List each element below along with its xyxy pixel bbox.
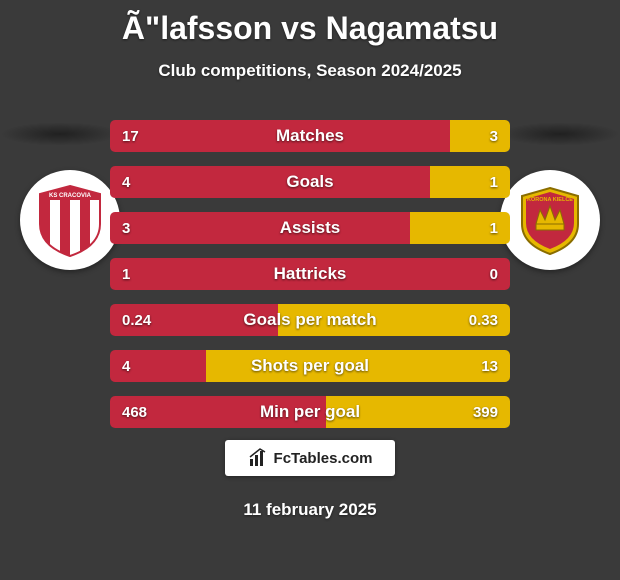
- stat-bar-left: [110, 120, 450, 152]
- stat-row: Min per goal468399: [110, 396, 510, 428]
- cracovia-crest-icon: KS CRACOVIA: [30, 180, 110, 260]
- shadow-oval-right: [500, 122, 620, 146]
- stat-bar-left: [110, 396, 326, 428]
- stat-row: Assists31: [110, 212, 510, 244]
- stat-bar-right: [430, 166, 510, 198]
- stat-bar-left: [110, 350, 206, 382]
- stat-bar-left: [110, 212, 410, 244]
- date-label: 11 february 2025: [0, 500, 620, 520]
- badge-text: FcTables.com: [274, 450, 373, 467]
- chart-icon: [248, 448, 268, 468]
- page-title: Ã"lafsson vs Nagamatsu: [0, 0, 620, 47]
- korona-crest-icon: KORONA KIELCE: [510, 180, 590, 260]
- fctables-badge[interactable]: FcTables.com: [225, 440, 395, 476]
- stat-row: Hattricks10: [110, 258, 510, 290]
- crest-left: KS CRACOVIA: [20, 170, 120, 270]
- subtitle: Club competitions, Season 2024/2025: [0, 61, 620, 81]
- stat-bar-right: [410, 212, 510, 244]
- stat-bar-left: [110, 166, 430, 198]
- stat-bar-right: [206, 350, 510, 382]
- stat-row: Goals per match0.240.33: [110, 304, 510, 336]
- stat-bars-container: Matches173 Goals41 Assists31 Hattricks10 Goa…: [110, 120, 510, 442]
- stat-bar-right: [326, 396, 510, 428]
- stat-bar-right: [278, 304, 510, 336]
- crest-right-label: KORONA KIELCE: [527, 197, 573, 203]
- stat-row: Matches173: [110, 120, 510, 152]
- stat-bar-left: [110, 258, 510, 290]
- crest-left-label: KS CRACOVIA: [49, 193, 92, 199]
- stat-bar-right: [450, 120, 510, 152]
- crest-right: KORONA KIELCE: [500, 170, 600, 270]
- stat-bar-left: [110, 304, 278, 336]
- shadow-oval-left: [0, 122, 120, 146]
- stat-row: Goals41: [110, 166, 510, 198]
- stat-row: Shots per goal413: [110, 350, 510, 382]
